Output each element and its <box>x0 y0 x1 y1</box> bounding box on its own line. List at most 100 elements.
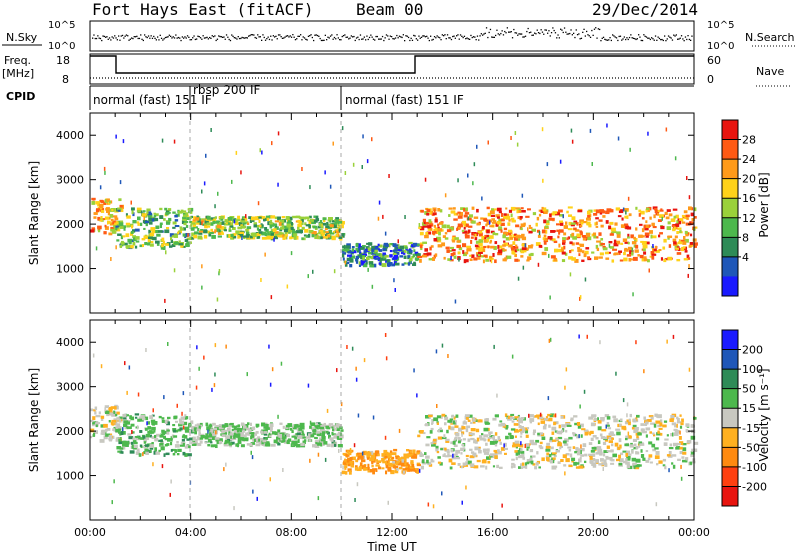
nsky-point <box>251 34 254 36</box>
echo-cell <box>677 418 680 422</box>
echo-cell <box>105 410 110 415</box>
echo-cell <box>117 209 121 212</box>
nsky-point <box>506 27 508 29</box>
echo-cell <box>465 485 467 490</box>
echo-cell <box>597 417 600 421</box>
echo-cell <box>167 211 171 214</box>
echo-cell <box>624 421 629 425</box>
echo-cell <box>457 227 461 230</box>
echo-cell <box>623 223 629 226</box>
echo-cell <box>142 452 144 457</box>
echo-cell <box>128 365 131 370</box>
echo-cell <box>384 455 388 459</box>
echo-cell <box>98 228 101 231</box>
echo-cell <box>264 227 268 231</box>
echo-cell <box>148 229 152 234</box>
echo-cell <box>552 457 556 460</box>
echo-cell <box>644 232 650 237</box>
echo-cell <box>243 423 246 428</box>
echo-cell <box>436 422 440 425</box>
echo-cell <box>553 421 557 425</box>
echo-cell <box>690 221 694 225</box>
y-tick-label: 1000 <box>56 470 84 483</box>
echo-cell <box>629 444 634 448</box>
echo-cell <box>545 445 551 449</box>
echo-cell <box>662 246 666 250</box>
nsky-point <box>306 39 308 41</box>
echo-cell <box>518 426 521 429</box>
echo-cell <box>688 195 691 200</box>
echo-cell <box>144 416 149 421</box>
echo-cell <box>359 462 363 467</box>
echo-cell <box>574 434 578 437</box>
echo-cell <box>111 231 117 234</box>
echo-cell <box>693 207 697 212</box>
echo-cell <box>261 422 266 427</box>
echo-cell <box>557 248 563 253</box>
echo-cell <box>106 413 110 417</box>
nsky-point <box>110 39 112 41</box>
echo-cell <box>580 448 585 452</box>
nsky-point <box>583 28 585 30</box>
echo-cell <box>610 462 615 465</box>
echo-cell <box>599 433 603 437</box>
echo-cell <box>149 232 155 237</box>
echo-cell <box>627 431 630 436</box>
echo-cell <box>424 177 427 182</box>
nsky-point <box>146 36 148 39</box>
echo-cell <box>600 436 606 440</box>
echo-cell <box>434 209 436 214</box>
echo-cell <box>384 451 389 455</box>
echo-cell <box>528 253 534 257</box>
echo-cell <box>180 245 184 248</box>
echo-cell <box>466 217 472 221</box>
echo-cell <box>541 457 545 462</box>
echo-cell <box>234 222 239 226</box>
echo-cell <box>242 427 247 431</box>
echo-cell <box>579 404 581 409</box>
echo-cell <box>497 252 503 256</box>
echo-cell <box>220 232 224 235</box>
echo-cell <box>408 248 412 251</box>
echo-cell <box>146 210 149 215</box>
echo-cell <box>453 444 458 448</box>
echo-cell <box>448 214 451 217</box>
echo-cell <box>301 219 304 223</box>
echo-cell <box>525 465 528 469</box>
echo-cell <box>164 420 168 424</box>
echo-cell <box>152 408 154 413</box>
echo-cell <box>178 243 184 246</box>
nsky-point <box>105 36 107 38</box>
cpid-strip: CPID normal (fast) 151 IF rbsp 200 IF no… <box>6 83 694 110</box>
echo-cell <box>466 458 469 461</box>
echo-cell <box>572 446 576 449</box>
echo-cell <box>295 215 301 219</box>
echo-cell <box>450 441 456 445</box>
echo-cell <box>632 462 637 465</box>
echo-cell <box>454 299 457 304</box>
echo-cell <box>608 440 614 444</box>
echo-cell <box>539 432 544 435</box>
echo-cell <box>426 459 429 464</box>
echo-cell <box>673 218 676 223</box>
echo-cell <box>201 285 203 290</box>
echo-cell <box>192 223 197 228</box>
echo-cell <box>578 465 584 469</box>
echo-cell <box>132 237 137 242</box>
echo-cell <box>579 224 583 227</box>
echo-cell <box>116 417 120 420</box>
echo-cell <box>672 464 676 469</box>
echo-cell <box>131 207 135 211</box>
echo-cell <box>624 443 630 447</box>
echo-cell <box>322 230 327 233</box>
echo-cell <box>188 445 191 449</box>
echo-cell <box>92 434 96 437</box>
echo-cell <box>425 232 429 236</box>
echo-cell <box>250 434 255 438</box>
echo-cell <box>145 444 149 447</box>
echo-cell <box>242 437 246 442</box>
echo-cell <box>192 436 196 441</box>
echo-cell <box>225 438 229 441</box>
echo-cell <box>237 440 242 444</box>
echo-cell <box>170 437 173 442</box>
